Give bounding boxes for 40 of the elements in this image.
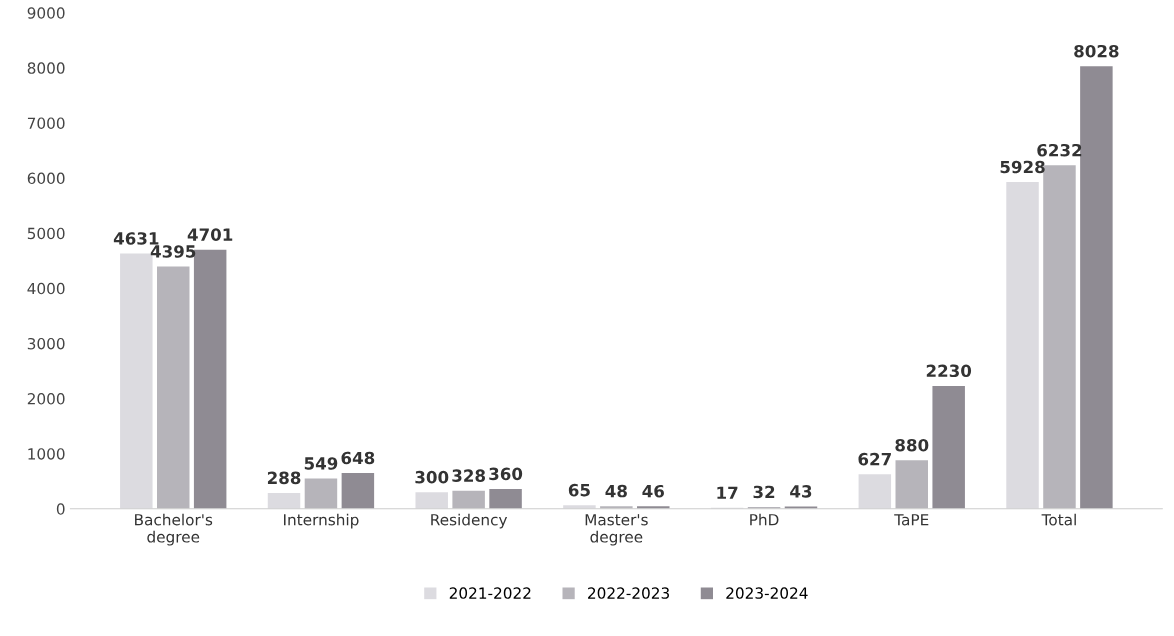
y-tick-label: 3000 xyxy=(27,337,65,350)
x-tick-label: Master's degree xyxy=(585,514,648,546)
data-label: 648 xyxy=(341,451,375,465)
y-tick-label: 8000 xyxy=(27,62,65,74)
legend-label: 2021-2022 xyxy=(449,587,531,599)
data-label: 549 xyxy=(304,457,338,470)
y-tick-label: 1000 xyxy=(28,448,65,460)
data-label: 627 xyxy=(858,452,891,466)
data-label: 4395 xyxy=(150,245,196,258)
data-label: 328 xyxy=(452,469,486,482)
y-tick-label: 0 xyxy=(56,503,65,515)
x-tick-label: PhD xyxy=(750,513,779,526)
data-label: 300 xyxy=(415,470,449,484)
x-tick-label: Residency xyxy=(431,513,508,529)
data-label: 2230 xyxy=(926,364,972,378)
data-label: 32 xyxy=(753,485,775,499)
data-label: 4631 xyxy=(113,232,159,245)
x-tick-label: TaPE xyxy=(894,514,929,526)
x-tick-label: Total xyxy=(1041,513,1076,526)
data-label: 48 xyxy=(605,484,627,498)
y-tick-label: 2000 xyxy=(27,393,65,405)
data-label: 17 xyxy=(717,486,738,499)
data-label: 4701 xyxy=(187,228,233,241)
y-tick-label: 7000 xyxy=(27,117,65,129)
y-tick-label: 4000 xyxy=(27,282,65,295)
data-label: 5928 xyxy=(1000,160,1045,174)
legend-label: 2023-2024 xyxy=(726,587,808,599)
data-label: 880 xyxy=(895,438,929,452)
data-label: 360 xyxy=(489,467,523,481)
x-tick-label: Bachelor's degree xyxy=(135,513,213,546)
y-tick-label: 5000 xyxy=(27,227,65,240)
data-label: 43 xyxy=(790,485,812,498)
data-label: 65 xyxy=(568,483,590,497)
y-tick-label: 9000 xyxy=(27,7,65,19)
data-label: 8028 xyxy=(1074,44,1119,58)
x-tick-label: Internship xyxy=(284,513,359,529)
data-label: 288 xyxy=(267,471,301,485)
data-label: 46 xyxy=(642,484,664,498)
legend-label: 2022-2023 xyxy=(588,587,669,599)
y-tick-label: 6000 xyxy=(27,172,65,185)
